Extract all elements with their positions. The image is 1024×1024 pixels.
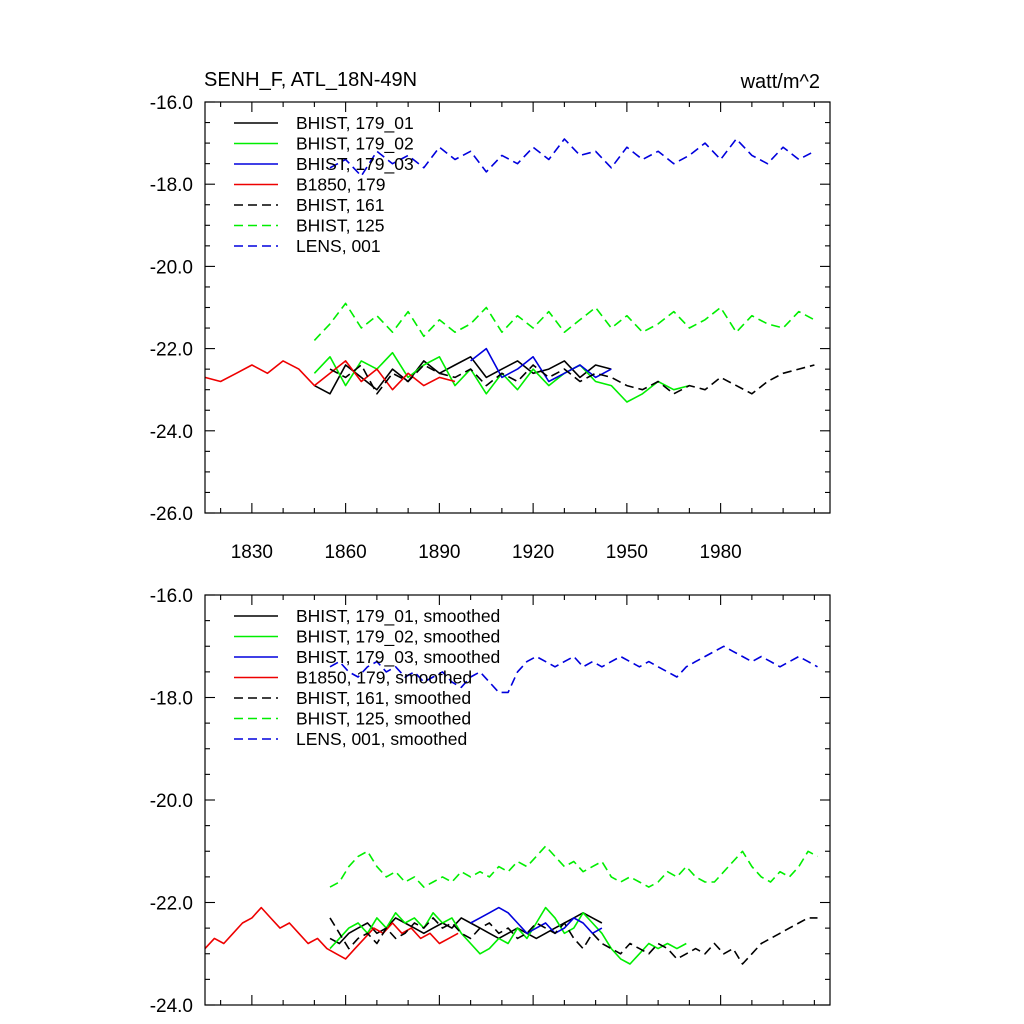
units-label: watt/m^2: [740, 71, 820, 93]
legend-label: B1850, 179: [296, 175, 386, 195]
chart-title: SENH_F, ATL_18N-49N: [204, 69, 417, 91]
legend-label: LENS, 001, smoothed: [296, 729, 467, 749]
legend-label: B1850, 179, smoothed: [296, 668, 472, 688]
top-panel: -26.0 -24.0 -22.0 -20.0 -18.0 -16.0 1830 1860 18…: [150, 93, 831, 563]
bottom-panel: -24.0 -22.0 -20.0 -18.0 -16.0 BHIST, 179_01,…: [150, 586, 831, 1017]
y-tick-label: -26.0: [150, 504, 193, 525]
legend-label: BHIST, 161, smoothed: [296, 688, 471, 708]
legend-label: BHIST, 179_01: [296, 113, 414, 134]
legend-label: BHIST, 161: [296, 195, 385, 215]
series-line-0-3: [204, 360, 456, 391]
top-panel-lines: [204, 138, 815, 403]
top-panel-frame: [204, 101, 831, 514]
bottom-panel-lines: [204, 645, 818, 965]
bottom-panel-frame: [204, 594, 831, 1006]
legend-label: BHIST, 125, smoothed: [296, 709, 471, 729]
x-tick-label: 1890: [418, 542, 460, 563]
series-line-0-2: [470, 347, 612, 383]
y-tick-label: -16.0: [150, 586, 193, 607]
y-tick-label: -22.0: [150, 894, 193, 915]
y-tick-label: -20.0: [150, 257, 193, 278]
legend-label: BHIST, 179_03, smoothed: [296, 647, 500, 668]
x-tick-label: 1860: [324, 542, 366, 563]
series-line-1-1: [329, 906, 687, 965]
legend-label: BHIST, 179_02, smoothed: [296, 627, 500, 648]
legend-label: BHIST, 179_02: [296, 134, 414, 155]
series-line-1-4: [329, 917, 818, 965]
x-tick-label: 1950: [606, 542, 648, 563]
x-tick-label: 1830: [231, 542, 273, 563]
series-line-1-6: [329, 645, 818, 694]
series-line-1-3: [204, 906, 459, 960]
y-tick-label: -24.0: [150, 422, 193, 443]
series-line-0-0: [314, 355, 612, 395]
y-tick-label: -18.0: [150, 689, 193, 710]
y-tick-label: -24.0: [150, 996, 193, 1017]
y-tick-label: -22.0: [150, 340, 193, 361]
top-panel-ticks: -26.0 -24.0 -22.0 -20.0 -18.0 -16.0 1830 1860 18…: [150, 93, 830, 563]
series-line-0-4: [329, 364, 815, 395]
series-line-1-5: [329, 845, 818, 888]
legend-label: LENS, 001: [296, 236, 381, 256]
y-tick-label: -16.0: [150, 93, 193, 114]
legend-label: BHIST, 125: [296, 216, 385, 236]
legend-label: BHIST, 179_01, smoothed: [296, 606, 500, 627]
y-tick-label: -20.0: [150, 791, 193, 812]
series-line-1-2: [470, 906, 603, 935]
series-line-0-6: [329, 138, 815, 177]
x-tick-label: 1920: [512, 542, 554, 563]
series-line-0-5: [313, 302, 815, 341]
x-tick-label: 1980: [699, 542, 741, 563]
y-tick-label: -18.0: [150, 175, 193, 196]
series-line-1-0: [329, 911, 603, 945]
legend-label: BHIST, 179_03: [296, 154, 414, 175]
